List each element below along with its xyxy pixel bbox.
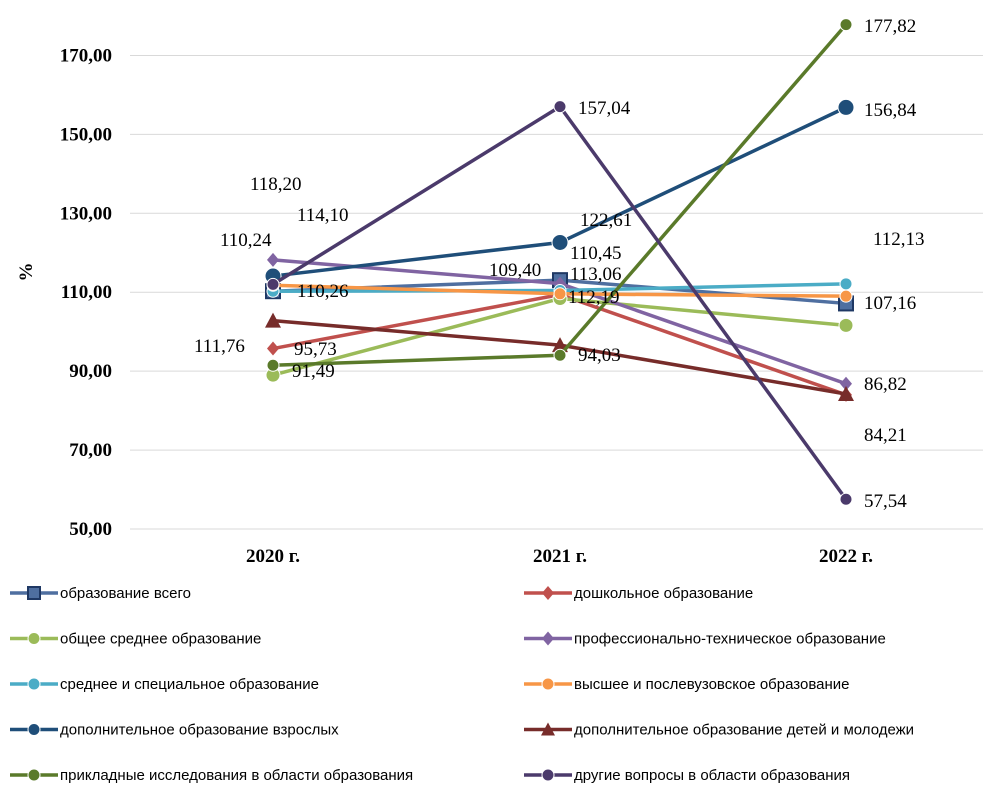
legend: образование всего дошкольное образование о… [10, 585, 914, 784]
y-tick-label: 170,00 [60, 45, 112, 66]
data-label: 110,26 [297, 281, 349, 302]
legend-swatch-marker [27, 586, 41, 600]
data-label: 94,03 [578, 345, 621, 366]
legend-item: общее среднее образование [10, 631, 261, 648]
data-point [837, 98, 855, 116]
data-label: 91,49 [292, 361, 335, 382]
x-axis: 2020 г. 2021 г. 2022 г. [246, 546, 873, 567]
data-point [553, 348, 567, 362]
legend-swatch-marker [541, 768, 555, 782]
data-labels: 110,26 113,06 107,16 95,73 109,40 118,20 112,1… [194, 16, 925, 512]
data-point [840, 376, 852, 391]
legend-label: образование всего [60, 585, 191, 602]
data-point [267, 341, 279, 356]
data-point [839, 18, 853, 32]
data-label: 113,06 [570, 264, 622, 285]
legend-swatch-marker [542, 631, 554, 646]
data-point [839, 492, 853, 506]
data-label: 84,21 [864, 425, 907, 446]
y-tick-label: 70,00 [69, 440, 112, 461]
legend-label: среднее и специальное образование [60, 676, 319, 693]
data-label: 122,61 [580, 210, 632, 231]
data-label: 86,82 [864, 374, 907, 395]
legend-swatch-marker [27, 723, 41, 736]
legend-item: дошкольное образование [524, 585, 753, 602]
legend-item: дополнительное образование детей и молод… [524, 722, 914, 739]
data-label: 110,24 [220, 230, 272, 251]
data-label: 110,45 [570, 243, 622, 264]
data-label: 109,40 [489, 260, 541, 281]
y-tick-label: 90,00 [69, 361, 112, 382]
series-прикладные-исследования-в-области-образования [266, 18, 853, 372]
legend-swatch-marker [542, 586, 554, 600]
data-label: 156,84 [864, 100, 917, 121]
legend-item: высшее и послевузовское образование [524, 676, 849, 693]
x-tick-label: 2021 г. [533, 546, 587, 567]
y-tick-label: 130,00 [60, 203, 112, 224]
data-point [267, 252, 279, 267]
data-point [838, 317, 854, 333]
x-tick-label: 2022 г. [819, 546, 873, 567]
data-label: 107,16 [864, 293, 916, 314]
data-label: 57,54 [864, 491, 907, 512]
legend-item: образование всего [10, 585, 191, 602]
data-point [266, 358, 280, 372]
y-axis-label: % [16, 263, 37, 282]
y-tick-label: 150,00 [60, 124, 112, 145]
data-label: 95,73 [294, 339, 337, 360]
legend-swatch-marker [27, 632, 41, 645]
legend-swatch-marker [541, 677, 555, 691]
legend-label: дополнительное образование детей и молод… [574, 722, 914, 739]
data-label: 118,20 [250, 174, 302, 195]
data-point [265, 312, 281, 328]
plot-area [264, 18, 855, 506]
y-tick-label: 110,00 [61, 282, 112, 303]
y-tick-label: 50,00 [69, 519, 112, 540]
legend-label: прикладные исследования в области образо… [60, 767, 413, 784]
data-point [839, 289, 853, 303]
legend-item: прикладные исследования в области образо… [10, 767, 413, 784]
legend-item: дополнительное образование взрослых [10, 722, 339, 739]
data-label: 177,82 [864, 16, 916, 37]
data-point [553, 100, 567, 114]
data-point [838, 386, 854, 402]
legend-label: дошкольное образование [574, 585, 753, 602]
legend-label: профессионально-техническое образование [574, 631, 886, 648]
legend-label: дополнительное образование взрослых [60, 722, 339, 739]
legend-item: среднее и специальное образование [10, 676, 319, 693]
series-line [272, 23, 848, 368]
legend-item: профессионально-техническое образование [524, 631, 886, 648]
legend-swatch-marker [541, 722, 555, 736]
data-label: 112,13 [873, 229, 925, 250]
legend-swatch-marker [27, 768, 41, 782]
legend-label: общее среднее образование [60, 631, 261, 648]
legend-label: другие вопросы в области образования [574, 767, 850, 784]
x-tick-label: 2020 г. [246, 546, 300, 567]
y-axis: 50,00 70,00 90,00 110,00 130,00 150,00 170,00 [60, 45, 112, 540]
series-дополнительное-образование-взрослых [264, 98, 855, 285]
legend-swatch-marker [27, 677, 41, 691]
series-другие-вопросы-в-области-образования [266, 100, 853, 506]
data-label: 114,10 [297, 205, 349, 226]
data-label: 111,76 [194, 336, 245, 357]
legend-item: другие вопросы в области образования [524, 767, 850, 784]
series-общее-среднее-образование [265, 291, 854, 383]
data-label: 112,19 [568, 287, 620, 308]
legend-label: высшее и послевузовское образование [574, 676, 849, 693]
data-point [551, 233, 569, 251]
series-профессионально-техническое-образование [267, 252, 852, 391]
data-point [839, 277, 853, 291]
data-label: 157,04 [578, 98, 631, 119]
data-point [553, 287, 567, 301]
data-point [266, 277, 280, 291]
